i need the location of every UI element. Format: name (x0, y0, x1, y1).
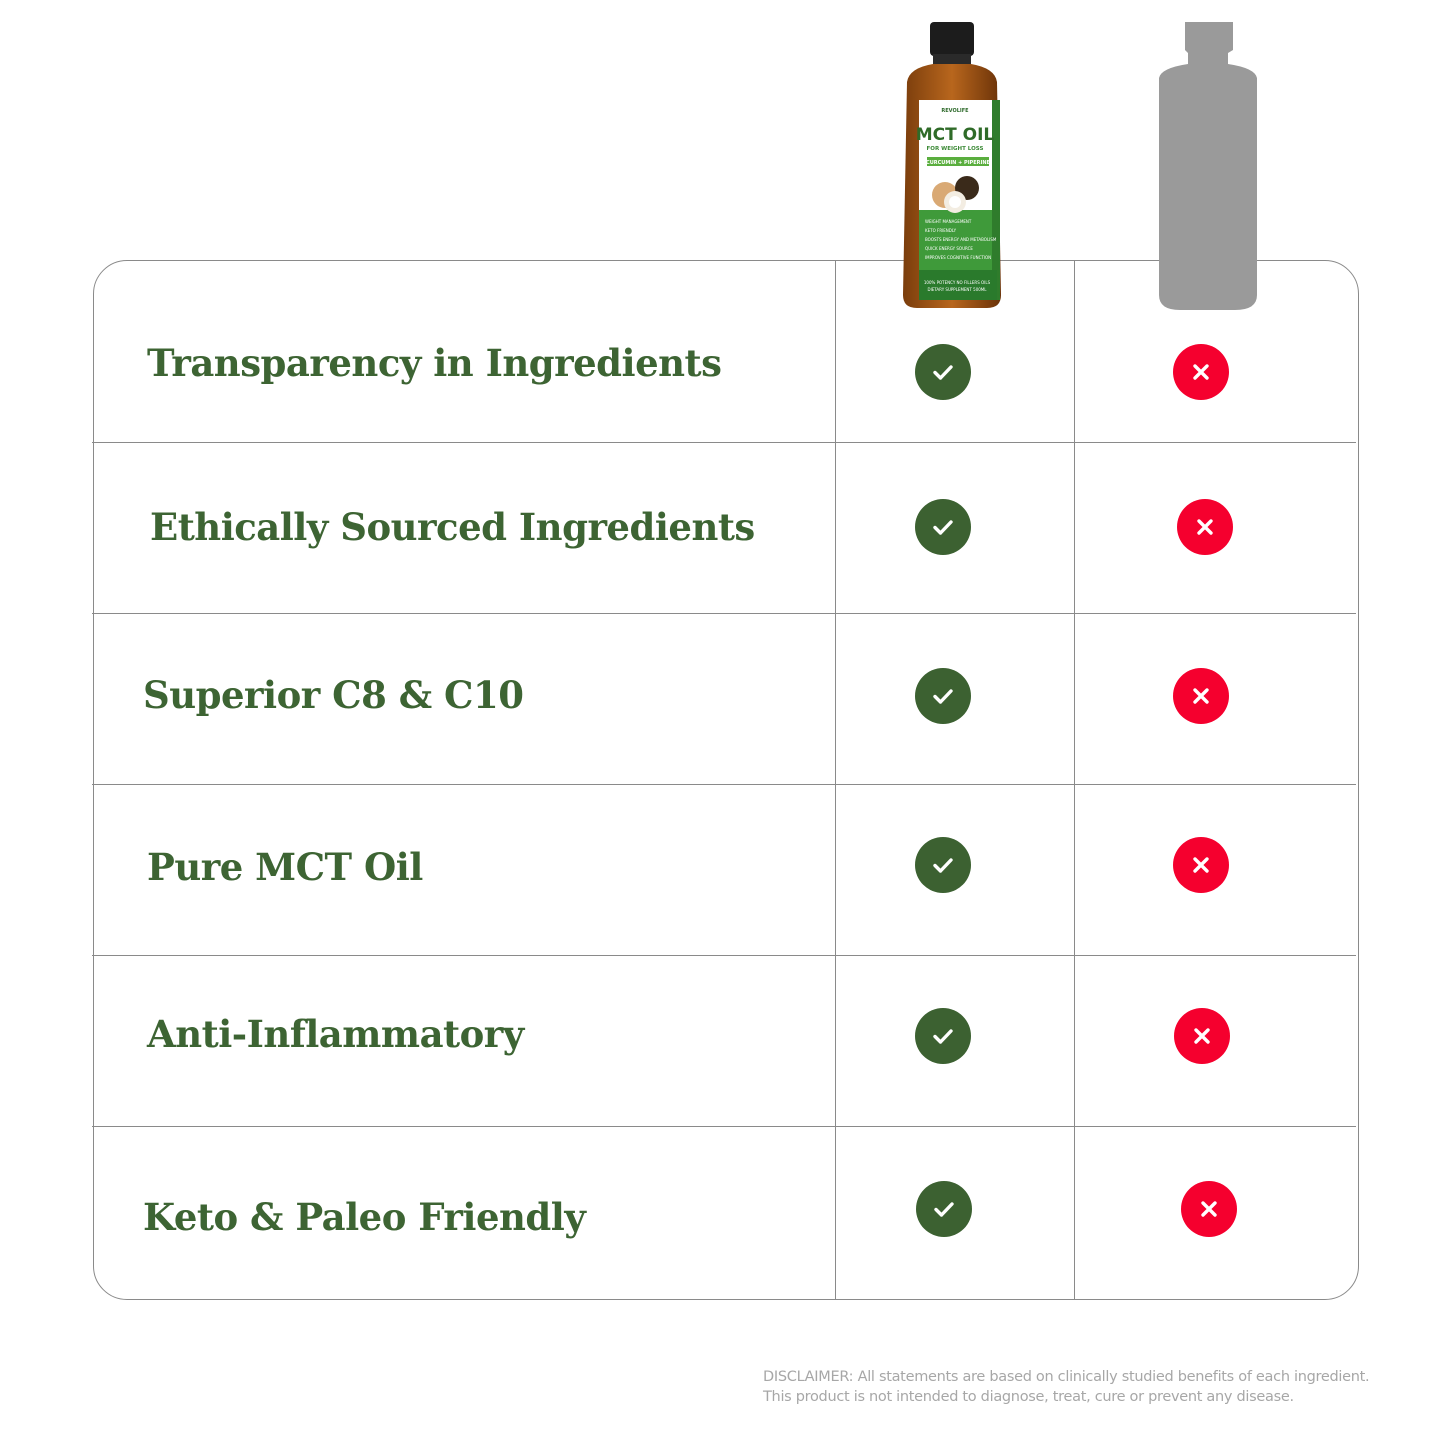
column-divider-competitor (1074, 260, 1075, 1300)
competitor-bottle-silhouette (1159, 22, 1257, 310)
disclaimer-line-1: DISCLAIMER: All statements are based on … (763, 1369, 1370, 1385)
row-divider (92, 613, 1356, 614)
check-icon (915, 344, 971, 400)
check-icon (915, 499, 971, 555)
cross-icon (1174, 1008, 1230, 1064)
cross-icon (1177, 499, 1233, 555)
cross-icon (1173, 344, 1229, 400)
bottle-brand: REVOLIFE (941, 108, 969, 114)
svg-text:BOOSTS ENERGY AND METABOLISM: BOOSTS ENERGY AND METABOLISM (925, 237, 997, 242)
feature-label: Superior C8 & C10 (143, 673, 524, 717)
cross-icon (1173, 837, 1229, 893)
bottle-subtitle: FOR WEIGHT LOSS (927, 146, 984, 152)
comparison-table (93, 260, 1359, 1300)
feature-label: Anti-Inflammatory (147, 1012, 524, 1056)
check-icon (915, 1008, 971, 1064)
check-icon (916, 1181, 972, 1237)
svg-text:DIETARY SUPPLEMENT 500ML: DIETARY SUPPLEMENT 500ML (928, 287, 988, 292)
svg-text:IMPROVES COGNITIVE FUNCTION: IMPROVES COGNITIVE FUNCTION (925, 255, 991, 260)
product-bottle-image: REVOLIFE MCT OIL FOR WEIGHT LOSS CURCUMI… (903, 22, 1001, 308)
check-icon (915, 837, 971, 893)
feature-label: Ethically Sourced Ingredients (150, 505, 755, 549)
feature-label: Pure MCT Oil (147, 845, 423, 889)
svg-text:100% POTENCY NO FILLERS OILS: 100% POTENCY NO FILLERS OILS (924, 280, 991, 285)
disclaimer: DISCLAIMER: All statements are based on … (763, 1367, 1370, 1407)
column-divider-ours (835, 260, 836, 1300)
bottle-title: MCT OIL (916, 125, 995, 145)
svg-text:KETO FRIENDLY: KETO FRIENDLY (925, 228, 957, 233)
svg-text:QUICK ENERGY SOURCE: QUICK ENERGY SOURCE (925, 246, 973, 251)
feature-label: Transparency in Ingredients (147, 341, 722, 385)
row-divider (92, 784, 1356, 785)
cross-icon (1181, 1181, 1237, 1237)
svg-text:WEIGHT MANAGEMENT: WEIGHT MANAGEMENT (925, 219, 972, 224)
feature-label: Keto & Paleo Friendly (143, 1195, 586, 1239)
row-divider (92, 955, 1356, 956)
cross-icon (1173, 668, 1229, 724)
row-divider (92, 442, 1356, 443)
bottle-tagline: CURCUMIN + PIPERINE (926, 160, 991, 166)
row-divider (92, 1126, 1356, 1127)
disclaimer-line-2: This product is not intended to diagnose… (763, 1389, 1294, 1405)
check-icon (915, 668, 971, 724)
